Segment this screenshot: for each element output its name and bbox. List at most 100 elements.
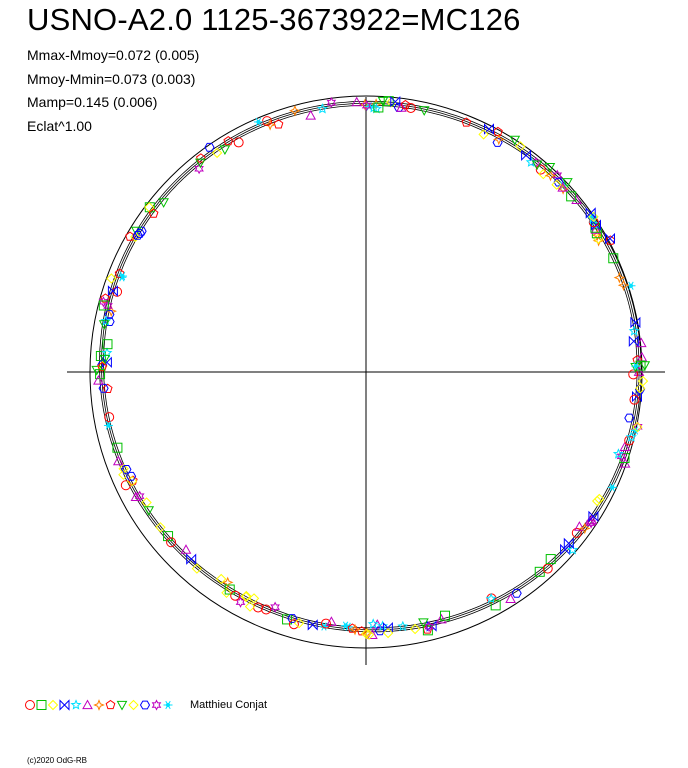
data-point — [307, 619, 318, 631]
data-point — [616, 450, 627, 462]
data-point — [551, 179, 562, 190]
data-point — [591, 229, 604, 241]
data-point — [194, 163, 204, 175]
data-point — [230, 590, 241, 601]
data-point — [509, 135, 521, 146]
data-point — [422, 625, 433, 636]
data-point — [253, 117, 263, 127]
copyright: (c)2020 OdG-RB — [27, 756, 88, 765]
data-point — [628, 369, 639, 380]
data-point — [493, 126, 503, 136]
data-point — [542, 563, 553, 574]
legend-marker-triangle-down — [116, 700, 128, 711]
data-point — [373, 102, 384, 113]
data-point — [538, 168, 549, 180]
mean-curve-2 — [99, 100, 642, 633]
data-point — [590, 224, 602, 234]
data-point — [102, 339, 113, 350]
data-point — [148, 208, 159, 218]
data-point — [578, 522, 591, 535]
data-point — [100, 293, 111, 303]
data-point — [377, 96, 389, 107]
data-point — [397, 620, 409, 632]
data-point — [566, 191, 577, 202]
data-point — [244, 601, 256, 612]
data-point — [588, 211, 599, 223]
data-point — [326, 616, 337, 626]
data-point — [382, 627, 394, 639]
data-point — [93, 374, 104, 385]
data-point — [98, 300, 109, 311]
legend-marker-pentagon — [105, 699, 116, 710]
data-point — [270, 601, 280, 613]
stat-eclat: Eclat^1.00 — [27, 117, 92, 134]
data-point — [545, 554, 556, 565]
data-point — [163, 531, 174, 542]
data-point — [361, 628, 372, 640]
legend: Matthieu Conjat — [24, 697, 267, 713]
data-point — [635, 337, 647, 348]
data-point — [521, 149, 532, 162]
data-point — [107, 285, 118, 297]
data-point — [316, 103, 328, 114]
stat-mamp: Mamp=0.145 (0.006) — [27, 94, 158, 110]
data-point — [630, 363, 641, 373]
data-point — [400, 99, 411, 110]
legend-marker-star6 — [151, 699, 162, 711]
data-point — [591, 495, 603, 507]
mean-curve-1 — [101, 102, 640, 631]
data-points — [91, 95, 651, 640]
data-point — [608, 253, 619, 264]
data-point — [557, 181, 569, 192]
data-point — [98, 296, 109, 308]
legend-symbols — [25, 699, 173, 711]
data-point — [605, 232, 615, 245]
data-point — [99, 354, 111, 365]
data-point — [112, 455, 124, 466]
legend-marker-diamond — [128, 699, 139, 711]
data-point — [440, 610, 451, 621]
data-point — [132, 231, 143, 240]
data-point — [588, 510, 599, 523]
data-point — [221, 587, 232, 599]
data-point — [100, 315, 112, 326]
legend-marker-diamond — [47, 699, 59, 711]
data-point — [130, 491, 142, 501]
data-point — [223, 135, 234, 146]
data-point — [106, 273, 117, 284]
legend-observer-label: Matthieu Conjat — [190, 699, 268, 711]
data-point — [282, 614, 293, 625]
data-point — [102, 383, 113, 393]
data-point — [629, 394, 640, 405]
data-point — [552, 169, 563, 181]
data-point — [374, 626, 385, 636]
data-point — [233, 137, 244, 148]
data-point — [288, 619, 299, 630]
data-point — [567, 544, 579, 555]
data-point — [625, 431, 637, 442]
data-point — [219, 145, 231, 156]
legend-marker-bowtie — [59, 699, 70, 711]
data-point — [635, 383, 646, 394]
data-point — [104, 412, 115, 423]
data-point — [563, 537, 574, 550]
data-point — [628, 325, 640, 336]
data-point — [535, 164, 546, 175]
data-point — [180, 544, 192, 554]
legend-marker-triangle — [82, 699, 93, 710]
data-point — [204, 142, 215, 152]
data-point — [293, 617, 305, 629]
data-point — [586, 517, 596, 529]
data-point — [262, 116, 273, 127]
data-point — [103, 421, 113, 430]
data-point — [114, 268, 125, 278]
data-point — [628, 335, 639, 348]
data-point — [363, 629, 375, 640]
stat-mmoy-mmin: Mmoy-Mmin=0.073 (0.003) — [27, 70, 196, 87]
data-point — [418, 106, 430, 116]
data-point — [631, 362, 641, 371]
data-point — [191, 563, 203, 574]
data-point — [134, 490, 145, 502]
data-point — [98, 320, 110, 330]
